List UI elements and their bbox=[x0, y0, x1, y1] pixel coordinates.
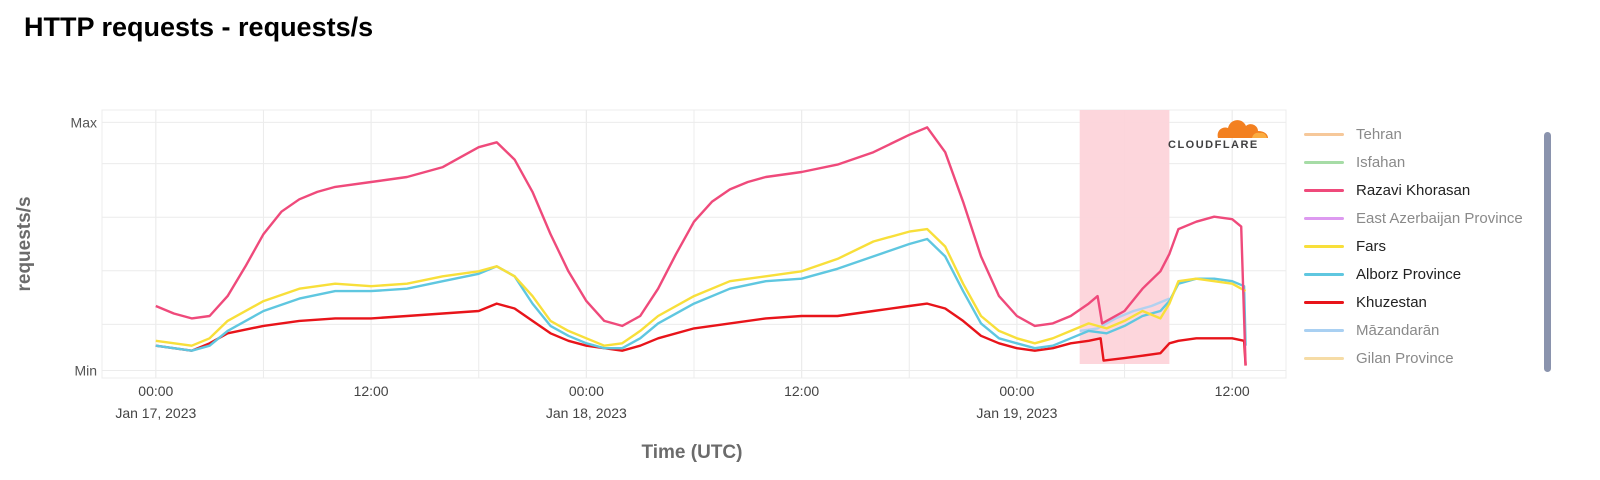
x-tick-label: 12:00 bbox=[784, 383, 819, 399]
series-lines bbox=[155, 126, 1247, 366]
x-tick-date-label: Jan 18, 2023 bbox=[546, 405, 627, 421]
legend-item-khuzestan[interactable]: Khuzestan bbox=[1304, 288, 1536, 316]
chart-title: HTTP requests - requests/s bbox=[24, 12, 374, 42]
x-axis-label: Time (UTC) bbox=[642, 442, 743, 463]
series-line-m-zandar-n bbox=[1079, 297, 1170, 333]
legend-label: Tehran bbox=[1356, 125, 1402, 143]
legend-swatch bbox=[1304, 216, 1344, 220]
series-line-alborz-province bbox=[155, 237, 1247, 352]
legend-item-gilan-province[interactable]: Gilan Province bbox=[1304, 344, 1536, 372]
legend-label: Alborz Province bbox=[1356, 265, 1462, 283]
y-tick-label: Min bbox=[74, 363, 97, 379]
y-tick-label: Max bbox=[71, 114, 97, 130]
legend-item-razavi-khorasan[interactable]: Razavi Khorasan bbox=[1304, 176, 1536, 204]
legend-swatch bbox=[1304, 356, 1344, 360]
legend-swatch bbox=[1304, 132, 1344, 136]
legend-label: East Azerbaijan Province bbox=[1356, 209, 1523, 227]
legend-swatch bbox=[1304, 188, 1344, 192]
x-tick-date-label: Jan 17, 2023 bbox=[115, 405, 196, 421]
legend-swatch bbox=[1304, 328, 1344, 332]
legend-label: Isfahan bbox=[1356, 153, 1406, 171]
y-axis-label: requests/s bbox=[14, 196, 35, 291]
x-tick-label: 00:00 bbox=[999, 383, 1034, 399]
legend-item-alborz-province[interactable]: Alborz Province bbox=[1304, 260, 1536, 288]
cloudflare-logo: CLOUDFLARE bbox=[1166, 114, 1276, 156]
legend-label: Fars bbox=[1356, 237, 1386, 255]
cloud-icon bbox=[1217, 120, 1268, 138]
legend-item-tehran[interactable]: Tehran bbox=[1304, 120, 1536, 148]
axes: Min Max 00:00 Jan 17, 2023 12:00 00:00 Jan 18,… bbox=[71, 114, 1250, 421]
legend-label: Gilan Province bbox=[1356, 349, 1454, 367]
legend-item-isfahan[interactable]: Isfahan bbox=[1304, 148, 1536, 176]
series-line-razavi-khorasan bbox=[155, 126, 1247, 366]
x-tick-label: 12:00 bbox=[354, 383, 389, 399]
legend-item-m-zandar-n[interactable]: Māzandarān bbox=[1304, 316, 1536, 344]
legend-label: Razavi Khorasan bbox=[1356, 181, 1471, 199]
legend-item-east-azerbaijan-province[interactable]: East Azerbaijan Province bbox=[1304, 204, 1536, 232]
x-tick-label: 00:00 bbox=[569, 383, 604, 399]
legend-label: Māzandarān bbox=[1356, 321, 1440, 339]
legend-swatch bbox=[1304, 300, 1344, 304]
x-tick-label: 00:00 bbox=[138, 383, 173, 399]
series-line-fars bbox=[155, 227, 1247, 347]
legend-scrollbar[interactable] bbox=[1544, 132, 1551, 372]
legend-swatch bbox=[1304, 272, 1344, 276]
x-tick-date-label: Jan 19, 2023 bbox=[976, 405, 1057, 421]
legend: Tehran Isfahan Razavi Khorasan East Azerbai… bbox=[1304, 120, 1536, 372]
x-tick-label: 12:00 bbox=[1215, 383, 1250, 399]
legend-item-fars[interactable]: Fars bbox=[1304, 232, 1536, 260]
logo-text: CLOUDFLARE bbox=[1168, 139, 1259, 151]
legend-swatch bbox=[1304, 160, 1344, 164]
legend-label: Khuzestan bbox=[1356, 293, 1427, 311]
series-line-khuzestan bbox=[155, 302, 1247, 366]
legend-swatch bbox=[1304, 244, 1344, 248]
